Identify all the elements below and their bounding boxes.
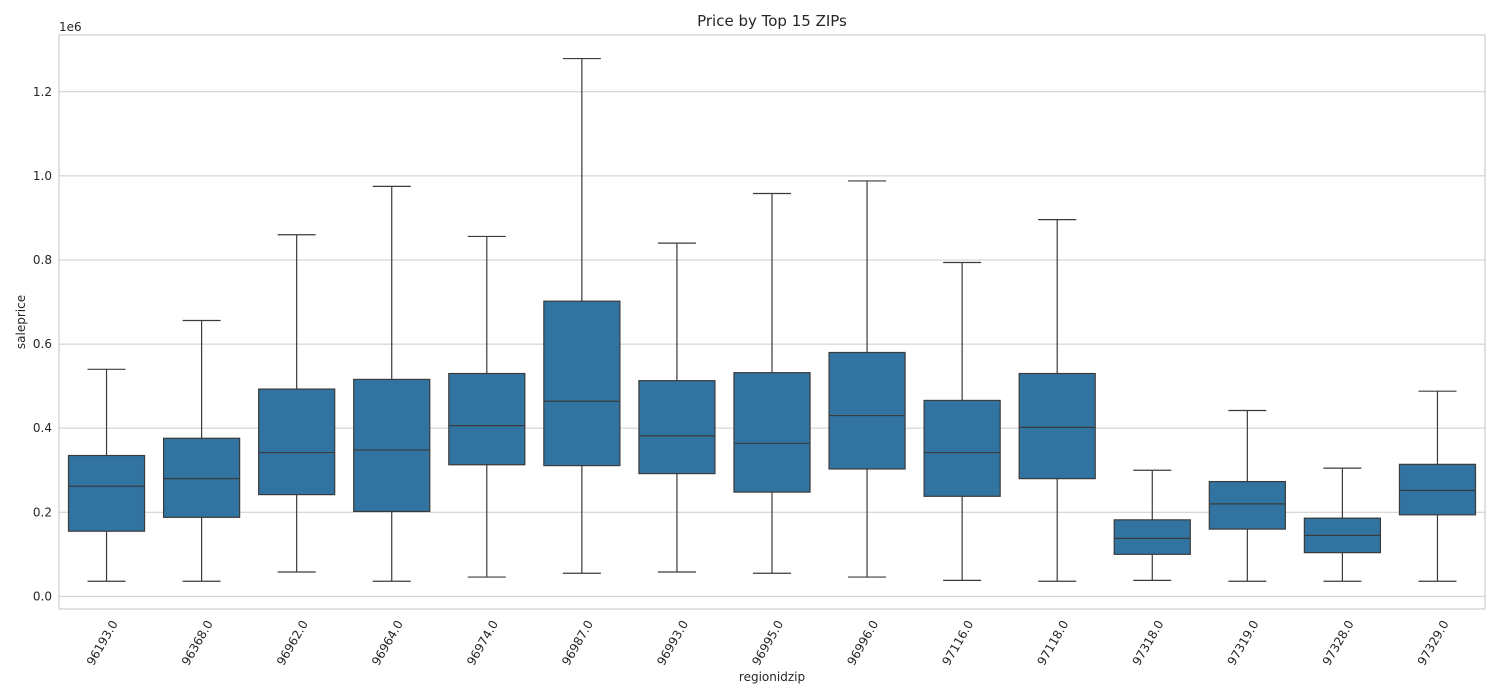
iqr-box	[448, 372, 526, 466]
x-tick-label: 96996.0	[844, 618, 881, 668]
box-96962.0	[258, 234, 336, 573]
y-tick-label: 0.8	[33, 253, 52, 267]
y-tick-label: 0.6	[33, 337, 52, 351]
box-96993.0	[638, 242, 716, 573]
chart-title: Price by Top 15 ZIPs	[697, 12, 847, 30]
y-tick-label: 1.0	[33, 169, 52, 183]
x-tick-label: 97318.0	[1130, 618, 1167, 668]
y-tick-label: 1.2	[33, 85, 52, 99]
iqr-box	[828, 351, 906, 470]
iqr-box	[258, 388, 336, 496]
x-tick-label: 97319.0	[1225, 618, 1262, 668]
iqr-box	[67, 454, 146, 532]
y-tick-label: 0.2	[33, 505, 52, 519]
iqr-box	[1398, 463, 1477, 516]
x-tick-label: 96964.0	[369, 618, 406, 668]
box-96193.0	[67, 368, 146, 582]
y-tick-label: 0.0	[33, 589, 52, 603]
x-tick-label: 97328.0	[1320, 618, 1357, 668]
box-96987.0	[543, 57, 621, 574]
x-tick-label: 97118.0	[1034, 618, 1071, 668]
box-97118.0	[1018, 219, 1096, 582]
x-tick-label: 96995.0	[749, 618, 786, 668]
iqr-box	[353, 378, 431, 513]
y-axis-ticks: 0.0 0.2 0.4 0.6 0.8 1.0 1.2	[33, 85, 52, 604]
box-97116.0	[923, 261, 1001, 582]
iqr-box	[733, 372, 811, 493]
box-96368.0	[162, 319, 241, 582]
boxes	[67, 57, 1477, 582]
box-96995.0	[733, 192, 811, 574]
iqr-box	[1113, 519, 1191, 555]
box-97329.0	[1398, 390, 1477, 582]
x-tick-label: 96962.0	[274, 618, 311, 668]
x-tick-label: 96368.0	[179, 618, 216, 668]
box-96996.0	[828, 180, 906, 578]
x-tick-label: 97329.0	[1415, 618, 1452, 668]
iqr-box	[1018, 372, 1096, 480]
y-axis-label: saleprice	[14, 295, 28, 349]
box-97319.0	[1208, 409, 1286, 582]
x-axis-label: regionidzip	[739, 670, 805, 684]
box-96964.0	[353, 185, 431, 582]
x-tick-label: 96974.0	[464, 618, 501, 668]
iqr-box	[543, 300, 621, 467]
iqr-box	[923, 399, 1001, 497]
box-97318.0	[1113, 469, 1191, 582]
x-tick-label: 96987.0	[559, 618, 596, 668]
x-tick-label: 96993.0	[654, 618, 691, 668]
iqr-box	[638, 380, 716, 475]
plot-frame	[58, 34, 1486, 610]
y-tick-label: 0.4	[33, 421, 52, 435]
box-96974.0	[448, 235, 526, 578]
y-axis-offset-label: 1e6	[59, 20, 82, 34]
x-axis-ticks: 96193.0 96368.0 96962.0 96964.0 96974.0 96987…	[84, 618, 1452, 668]
x-tick-label: 97116.0	[939, 618, 976, 668]
iqr-box	[162, 437, 241, 518]
x-tick-label: 96193.0	[84, 618, 121, 668]
iqr-box	[1208, 480, 1286, 530]
box-97328.0	[1303, 467, 1382, 582]
